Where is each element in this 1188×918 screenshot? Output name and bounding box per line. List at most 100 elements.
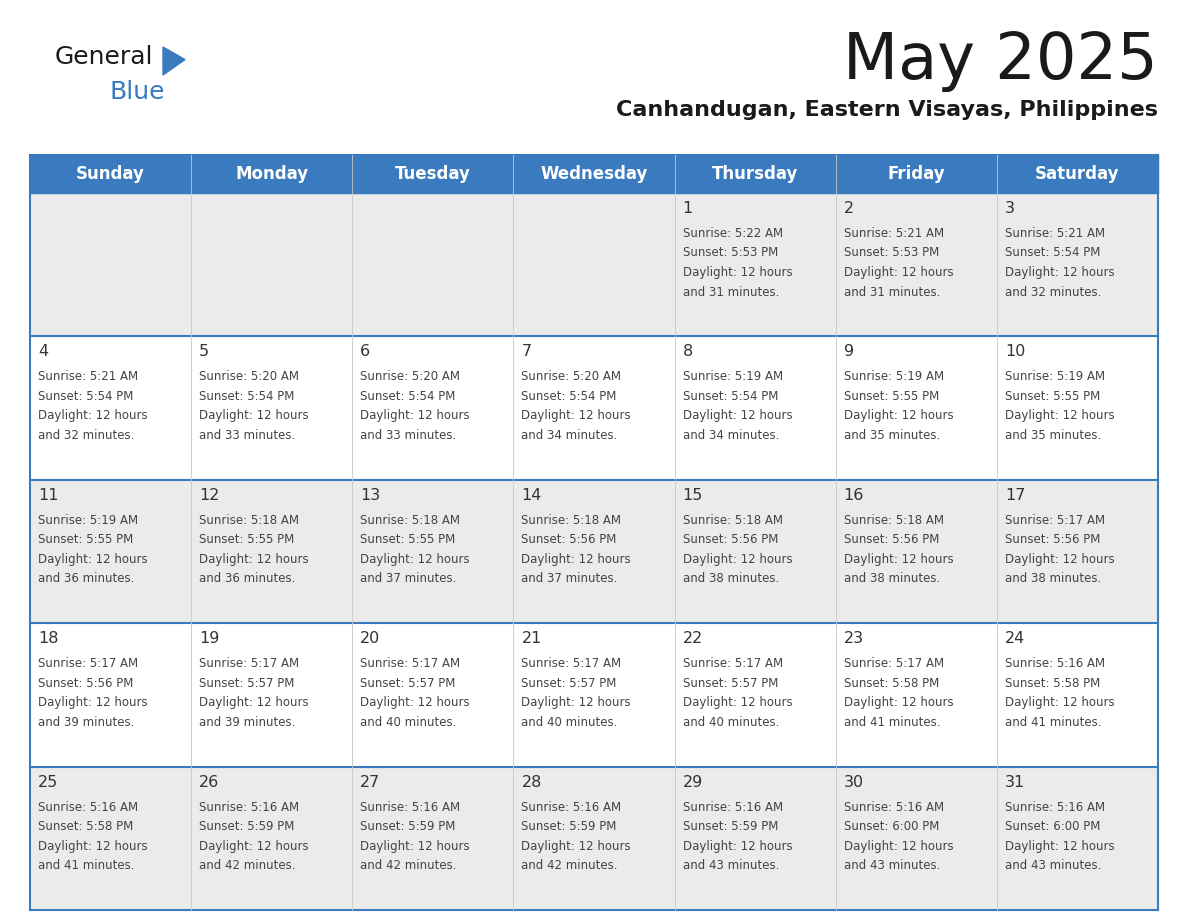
Bar: [191, 336, 353, 480]
Text: Sunrise: 5:17 AM: Sunrise: 5:17 AM: [38, 657, 138, 670]
Bar: [30, 155, 1158, 193]
Text: Sunrise: 5:17 AM: Sunrise: 5:17 AM: [360, 657, 461, 670]
Text: Sunset: 5:53 PM: Sunset: 5:53 PM: [843, 247, 939, 260]
Bar: [353, 480, 513, 623]
Text: and 41 minutes.: and 41 minutes.: [843, 716, 940, 729]
Text: 3: 3: [1005, 201, 1015, 216]
Bar: [513, 767, 675, 910]
Text: 6: 6: [360, 344, 371, 360]
Text: Daylight: 12 hours: Daylight: 12 hours: [360, 553, 470, 565]
Text: Daylight: 12 hours: Daylight: 12 hours: [522, 553, 631, 565]
Text: Sunset: 5:57 PM: Sunset: 5:57 PM: [522, 677, 617, 689]
Text: Thursday: Thursday: [712, 165, 798, 183]
Text: 14: 14: [522, 487, 542, 503]
Text: Daylight: 12 hours: Daylight: 12 hours: [1005, 553, 1114, 565]
Text: Sunrise: 5:17 AM: Sunrise: 5:17 AM: [683, 657, 783, 670]
Text: Monday: Monday: [235, 165, 308, 183]
Text: Daylight: 12 hours: Daylight: 12 hours: [843, 266, 953, 279]
Text: and 43 minutes.: and 43 minutes.: [683, 859, 779, 872]
Text: Sunset: 5:53 PM: Sunset: 5:53 PM: [683, 247, 778, 260]
Text: General: General: [55, 45, 153, 69]
Text: 30: 30: [843, 775, 864, 789]
Text: Sunset: 5:55 PM: Sunset: 5:55 PM: [200, 533, 295, 546]
Bar: [675, 193, 835, 336]
Text: Sunset: 5:54 PM: Sunset: 5:54 PM: [1005, 247, 1100, 260]
Text: Sunset: 5:57 PM: Sunset: 5:57 PM: [360, 677, 456, 689]
Bar: [191, 623, 353, 767]
Text: Daylight: 12 hours: Daylight: 12 hours: [38, 696, 147, 710]
Text: Sunrise: 5:20 AM: Sunrise: 5:20 AM: [360, 370, 460, 384]
Text: and 33 minutes.: and 33 minutes.: [200, 429, 296, 442]
Text: Saturday: Saturday: [1035, 165, 1119, 183]
Bar: [835, 767, 997, 910]
Text: Sunrise: 5:16 AM: Sunrise: 5:16 AM: [38, 800, 138, 813]
Text: Sunset: 5:58 PM: Sunset: 5:58 PM: [38, 820, 133, 834]
Text: and 31 minutes.: and 31 minutes.: [683, 285, 779, 298]
Text: Daylight: 12 hours: Daylight: 12 hours: [1005, 266, 1114, 279]
Text: Daylight: 12 hours: Daylight: 12 hours: [38, 840, 147, 853]
Text: 31: 31: [1005, 775, 1025, 789]
Text: Sunset: 5:57 PM: Sunset: 5:57 PM: [200, 677, 295, 689]
Bar: [997, 336, 1158, 480]
Text: 20: 20: [360, 632, 380, 646]
Bar: [191, 767, 353, 910]
Bar: [997, 623, 1158, 767]
Text: Canhandugan, Eastern Visayas, Philippines: Canhandugan, Eastern Visayas, Philippine…: [617, 100, 1158, 120]
Bar: [513, 336, 675, 480]
Text: Daylight: 12 hours: Daylight: 12 hours: [683, 409, 792, 422]
Text: Sunrise: 5:21 AM: Sunrise: 5:21 AM: [38, 370, 138, 384]
Bar: [675, 336, 835, 480]
Text: and 39 minutes.: and 39 minutes.: [200, 716, 296, 729]
Text: Sunrise: 5:22 AM: Sunrise: 5:22 AM: [683, 227, 783, 240]
Bar: [30, 480, 191, 623]
Bar: [513, 193, 675, 336]
Text: Daylight: 12 hours: Daylight: 12 hours: [38, 409, 147, 422]
Text: Sunset: 6:00 PM: Sunset: 6:00 PM: [1005, 820, 1100, 834]
Text: Daylight: 12 hours: Daylight: 12 hours: [1005, 409, 1114, 422]
Text: 15: 15: [683, 487, 703, 503]
Text: Sunset: 5:54 PM: Sunset: 5:54 PM: [360, 390, 456, 403]
Text: Sunrise: 5:19 AM: Sunrise: 5:19 AM: [1005, 370, 1105, 384]
Bar: [30, 193, 191, 336]
Bar: [675, 767, 835, 910]
Text: 8: 8: [683, 344, 693, 360]
Text: 18: 18: [38, 632, 58, 646]
Text: 10: 10: [1005, 344, 1025, 360]
Text: Sunset: 5:59 PM: Sunset: 5:59 PM: [200, 820, 295, 834]
Text: and 32 minutes.: and 32 minutes.: [38, 429, 134, 442]
Text: 9: 9: [843, 344, 854, 360]
Bar: [30, 336, 191, 480]
Text: 21: 21: [522, 632, 542, 646]
Text: May 2025: May 2025: [843, 30, 1158, 92]
Text: Sunset: 5:58 PM: Sunset: 5:58 PM: [843, 677, 939, 689]
Text: Sunrise: 5:18 AM: Sunrise: 5:18 AM: [843, 514, 943, 527]
Text: Daylight: 12 hours: Daylight: 12 hours: [683, 553, 792, 565]
Text: Sunset: 5:59 PM: Sunset: 5:59 PM: [360, 820, 456, 834]
Bar: [353, 336, 513, 480]
Text: Sunrise: 5:19 AM: Sunrise: 5:19 AM: [38, 514, 138, 527]
Text: Sunrise: 5:18 AM: Sunrise: 5:18 AM: [360, 514, 460, 527]
Text: Sunrise: 5:18 AM: Sunrise: 5:18 AM: [522, 514, 621, 527]
Text: Sunrise: 5:17 AM: Sunrise: 5:17 AM: [843, 657, 943, 670]
Text: Sunrise: 5:18 AM: Sunrise: 5:18 AM: [683, 514, 783, 527]
Text: Sunset: 5:54 PM: Sunset: 5:54 PM: [522, 390, 617, 403]
Text: Sunset: 5:56 PM: Sunset: 5:56 PM: [522, 533, 617, 546]
Bar: [997, 767, 1158, 910]
Text: and 33 minutes.: and 33 minutes.: [360, 429, 456, 442]
Text: 13: 13: [360, 487, 380, 503]
Text: and 38 minutes.: and 38 minutes.: [843, 572, 940, 586]
Text: Sunrise: 5:16 AM: Sunrise: 5:16 AM: [200, 800, 299, 813]
Text: Daylight: 12 hours: Daylight: 12 hours: [843, 409, 953, 422]
Text: Sunset: 5:55 PM: Sunset: 5:55 PM: [843, 390, 939, 403]
Text: Friday: Friday: [887, 165, 946, 183]
Text: Daylight: 12 hours: Daylight: 12 hours: [38, 553, 147, 565]
Bar: [997, 480, 1158, 623]
Text: Sunrise: 5:20 AM: Sunrise: 5:20 AM: [200, 370, 299, 384]
Bar: [353, 767, 513, 910]
Bar: [30, 623, 191, 767]
Text: Sunrise: 5:18 AM: Sunrise: 5:18 AM: [200, 514, 299, 527]
Bar: [30, 767, 191, 910]
Text: and 41 minutes.: and 41 minutes.: [1005, 716, 1101, 729]
Text: 1: 1: [683, 201, 693, 216]
Text: Sunrise: 5:20 AM: Sunrise: 5:20 AM: [522, 370, 621, 384]
